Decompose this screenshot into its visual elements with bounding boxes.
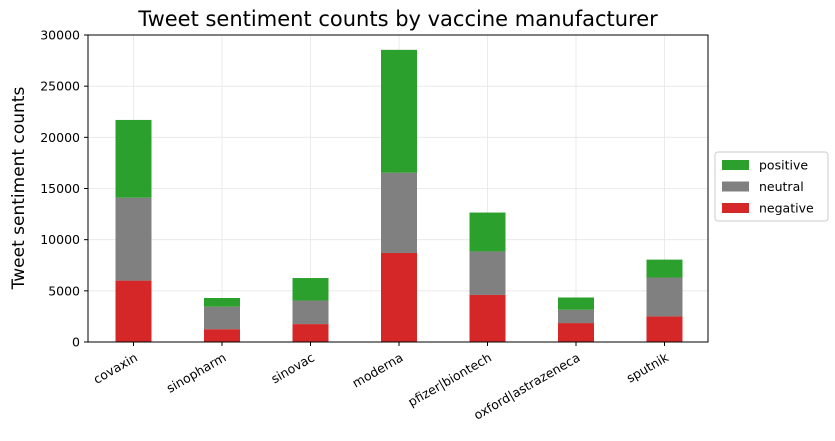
y-tick-label: 20000: [40, 130, 80, 145]
legend-label-negative: negative: [759, 201, 814, 216]
bar-positive-sinopharm: [204, 297, 240, 307]
x-tick-label: sinovac: [268, 350, 317, 387]
y-tick-label: 15000: [40, 181, 80, 196]
bar-neutral-moderna: [381, 172, 417, 253]
bar-positive-sputnik: [646, 259, 683, 278]
y-tick-label: 30000: [40, 28, 80, 43]
bar-negative-moderna: [381, 252, 417, 342]
legend-label-positive: positive: [759, 158, 808, 173]
bar-neutral-sputnik: [646, 277, 683, 317]
legend-swatch-neutral: [722, 181, 749, 192]
y-tick-label: 25000: [40, 79, 80, 94]
y-axis-label: Tweet sentiment counts: [9, 87, 29, 291]
x-tick-label: pfizer|biontech: [405, 350, 494, 410]
legend: positive neutral negative: [714, 151, 829, 222]
bar-neutral-covaxin: [115, 197, 152, 281]
x-axis: covaxin sinopharm sinovac moderna pfizer|bio…: [91, 342, 672, 423]
y-tick-label: 0: [72, 335, 80, 350]
bar-negative-covaxin: [115, 280, 152, 342]
bar-positive-covaxin: [115, 119, 152, 198]
legend-label-neutral: neutral: [759, 179, 804, 194]
bar-positive-oxford-astrazeneca: [558, 297, 594, 310]
bar-neutral-pfizer-biontech: [469, 251, 506, 295]
y-axis: 0 5000 10000 15000 20000 25000 30000: [40, 28, 88, 350]
x-tick-label: moderna: [350, 350, 406, 391]
bar-neutral-sinopharm: [204, 306, 240, 330]
legend-swatch-positive: [722, 160, 749, 170]
bar-negative-pfizer-biontech: [469, 294, 506, 342]
bar-negative-oxford-astrazeneca: [558, 323, 594, 342]
bar-negative-sputnik: [646, 316, 683, 342]
bar-neutral-sinovac: [292, 300, 329, 325]
bar-positive-moderna: [381, 49, 417, 173]
x-tick-label: sputnik: [624, 349, 672, 385]
x-tick-label: sinopharm: [164, 350, 229, 396]
bar-neutral-oxford-astrazeneca: [558, 309, 594, 324]
chart-title: Tweet sentiment counts by vaccine manufa…: [137, 7, 658, 31]
bars: [115, 49, 683, 342]
y-tick-label: 5000: [48, 283, 80, 298]
bar-positive-pfizer-biontech: [469, 212, 506, 252]
y-tick-label: 10000: [40, 232, 80, 247]
bar-positive-sinovac: [292, 278, 329, 301]
legend-swatch-negative: [722, 203, 749, 213]
bar-negative-sinovac: [292, 324, 329, 342]
bar-negative-sinopharm: [204, 329, 240, 342]
x-tick-label: covaxin: [91, 350, 140, 387]
